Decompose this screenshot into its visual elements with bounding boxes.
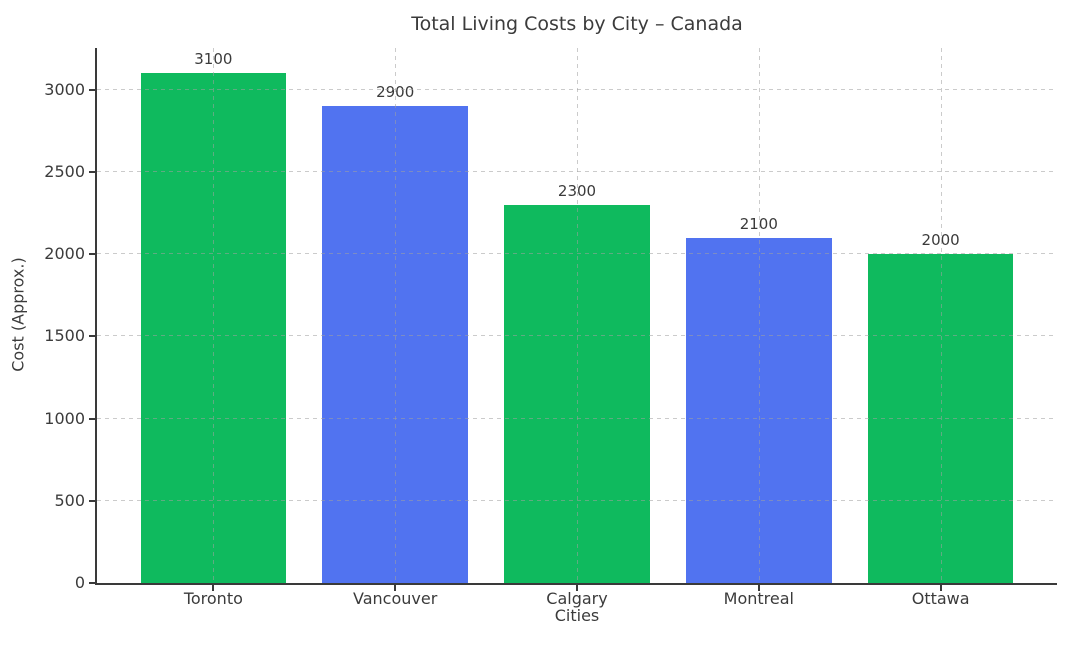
x-tick-label: Calgary — [546, 589, 608, 608]
x-axis-spine — [95, 583, 1057, 585]
x-tick-label: Vancouver — [353, 589, 438, 608]
plot-area: 3100 2900 2300 2100 2000 — [97, 48, 1057, 583]
y-tick-label: 2000 — [44, 244, 85, 264]
gridline-vertical — [940, 48, 942, 583]
y-tick-mark — [89, 499, 95, 502]
y-tick-label: 1500 — [44, 326, 85, 346]
x-tick-label: Montreal — [723, 589, 794, 608]
y-tick-mark — [89, 171, 95, 174]
x-tick-label: Toronto — [183, 589, 243, 608]
y-tick-mark — [89, 335, 95, 338]
y-tick-label: 1000 — [44, 408, 85, 428]
x-axis-label: Cities — [554, 606, 600, 625]
gridline-vertical — [577, 48, 578, 583]
x-tick-mark — [394, 585, 397, 591]
y-tick-label: 2500 — [44, 162, 85, 182]
x-tick-mark — [212, 585, 215, 591]
chart-title: Total Living Costs by City – Canada — [411, 13, 743, 35]
y-tick-label: 3000 — [44, 79, 85, 99]
y-axis-label: Cost (Approx.) — [8, 257, 28, 372]
y-tick-mark — [89, 88, 95, 91]
x-tick-mark — [939, 585, 942, 591]
y-tick-mark — [89, 417, 95, 420]
y-tick-label: 500 — [54, 490, 85, 510]
x-tick-mark — [576, 585, 578, 591]
gridline-vertical — [395, 48, 397, 583]
y-tick-mark — [89, 582, 95, 584]
gridline-vertical — [213, 48, 215, 583]
gridline-vertical — [758, 48, 760, 583]
y-tick-mark — [89, 253, 95, 256]
bar-calgary — [504, 204, 650, 583]
x-tick-label: Ottawa — [911, 589, 970, 608]
y-tick-label: 0 — [74, 573, 85, 592]
x-tick-mark — [757, 585, 760, 591]
y-axis-spine — [95, 48, 97, 585]
